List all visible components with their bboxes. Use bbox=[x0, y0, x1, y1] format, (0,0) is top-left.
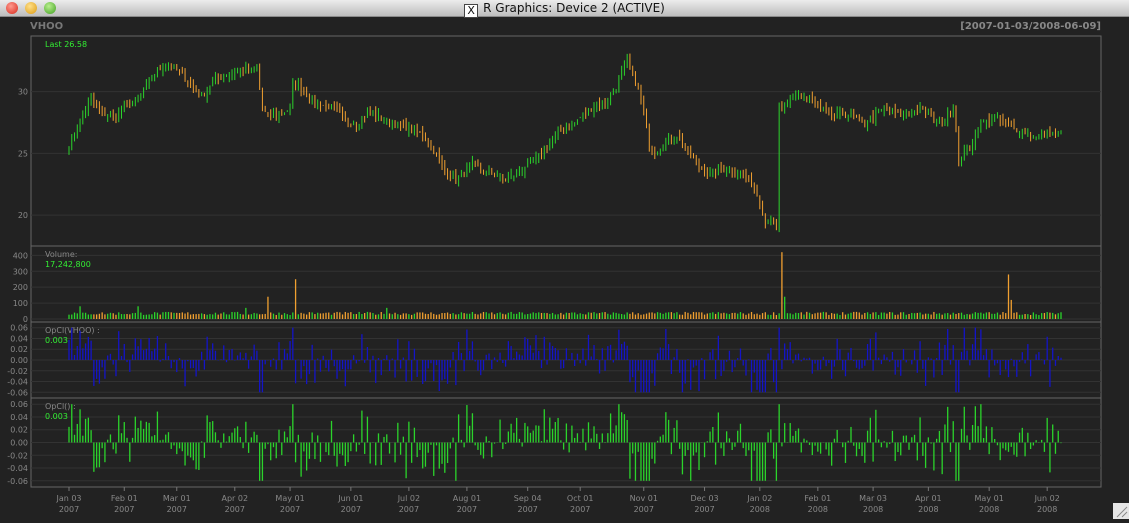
x-tick-year: 2007 bbox=[225, 505, 245, 514]
window-title: X R Graphics: Device 2 (ACTIVE) bbox=[0, 0, 1129, 18]
y-tick-label: 0.04 bbox=[10, 334, 28, 343]
x-tick-year: 2008 bbox=[979, 505, 999, 514]
x-tick-label: Oct 01 bbox=[567, 494, 594, 503]
window-titlebar: X R Graphics: Device 2 (ACTIVE) bbox=[0, 0, 1129, 18]
y-tick-label: 100 bbox=[13, 299, 28, 308]
x-tick-label: Jan 03 bbox=[55, 494, 81, 503]
y-tick-label: 0.06 bbox=[10, 400, 28, 409]
panel-value: 0.003 bbox=[45, 336, 68, 345]
x-tick-label: Mar 01 bbox=[163, 494, 191, 503]
quantmod-chart: VHOO [2007-01-03/2008-06-09] 20 25 30 Last … bbox=[7, 21, 1102, 514]
x-tick-label: May 01 bbox=[275, 494, 304, 503]
x-tick-label: Jan 02 bbox=[746, 494, 772, 503]
x-tick-year: 2008 bbox=[918, 505, 938, 514]
y-tick-label: -0.04 bbox=[7, 464, 28, 473]
x-tick-label: Feb 01 bbox=[804, 494, 831, 503]
panel-label: Last 26.58 bbox=[45, 40, 87, 49]
chart-date-range: [2007-01-03/2008-06-09] bbox=[960, 21, 1101, 32]
panel-value: 17,242,800 bbox=[45, 260, 91, 269]
x-tick-label: Nov 01 bbox=[630, 494, 658, 503]
window-title-text: R Graphics: Device 2 (ACTIVE) bbox=[483, 1, 665, 15]
x-tick-year: 2007 bbox=[570, 505, 590, 514]
panel-value: 0.003 bbox=[45, 412, 68, 421]
panel-opcl: -0.06 -0.04 -0.02 0.00 0.02 0.04 0.06 OpCl() :0… bbox=[7, 397, 1102, 488]
x11-icon: X bbox=[464, 4, 479, 18]
y-tick-label: 0 bbox=[23, 315, 28, 324]
x-tick-year: 2007 bbox=[457, 505, 477, 514]
x-tick-year: 2007 bbox=[114, 505, 134, 514]
x-tick-label: Dec 03 bbox=[690, 494, 718, 503]
y-tick-label: 400 bbox=[13, 251, 28, 260]
x-tick-label: Jun 02 bbox=[1034, 494, 1060, 503]
x-tick-year: 2008 bbox=[750, 505, 770, 514]
y-tick-label: 0.02 bbox=[10, 426, 28, 435]
x-tick-label: Sep 04 bbox=[514, 494, 542, 503]
y-tick-label: 30 bbox=[18, 88, 28, 97]
panel-label: OpCl() : bbox=[45, 402, 76, 411]
y-tick-label: 0.02 bbox=[10, 345, 28, 354]
y-tick-label: 25 bbox=[18, 149, 28, 158]
minimize-window-button[interactable] bbox=[25, 2, 37, 14]
zoom-window-button[interactable] bbox=[44, 2, 56, 14]
x-tick-year: 2008 bbox=[1037, 505, 1057, 514]
x-tick-label: Apr 01 bbox=[915, 494, 942, 503]
y-tick-label: 0.06 bbox=[10, 324, 28, 333]
x-tick-year: 2007 bbox=[59, 505, 79, 514]
x-tick-year: 2008 bbox=[808, 505, 828, 514]
panel-volume: 0 100 200 300 400 Volume:17,242,800 bbox=[13, 245, 1102, 324]
x-tick-year: 2007 bbox=[518, 505, 538, 514]
x-tick-label: Mar 03 bbox=[859, 494, 887, 503]
x-tick-label: Jul 02 bbox=[397, 494, 420, 503]
resize-grip-icon bbox=[1116, 506, 1128, 518]
x-tick-year: 2007 bbox=[280, 505, 300, 514]
y-tick-label: 0.00 bbox=[10, 439, 28, 448]
x-tick-label: Apr 02 bbox=[222, 494, 249, 503]
resize-grip[interactable] bbox=[1113, 503, 1129, 519]
x-tick-label: May 01 bbox=[975, 494, 1004, 503]
panel-frame bbox=[30, 245, 1102, 323]
x-tick-year: 2007 bbox=[399, 505, 419, 514]
x-tick-label: Jun 01 bbox=[337, 494, 363, 503]
y-tick-label: 300 bbox=[13, 267, 28, 276]
y-tick-label: 200 bbox=[13, 283, 28, 292]
y-tick-label: 0.04 bbox=[10, 413, 28, 422]
y-tick-label: 0.00 bbox=[10, 356, 28, 365]
y-tick-label: 20 bbox=[18, 211, 28, 220]
x-tick-label: Aug 01 bbox=[453, 494, 481, 503]
y-tick-label: -0.02 bbox=[7, 451, 28, 460]
x-axis: Jan 03 2007 Feb 01 2007 Mar 01 2007 Apr 02 2007… bbox=[55, 487, 1060, 514]
x-tick-year: 2007 bbox=[634, 505, 654, 514]
close-window-button[interactable] bbox=[6, 2, 18, 14]
panel-frame bbox=[30, 35, 1102, 247]
y-tick-label: -0.06 bbox=[7, 388, 28, 397]
y-tick-label: -0.02 bbox=[7, 367, 28, 376]
y-tick-label: -0.04 bbox=[7, 378, 28, 387]
y-tick-label: -0.06 bbox=[7, 477, 28, 486]
x-tick-year: 2007 bbox=[167, 505, 187, 514]
panel-price: 20 25 30 Last 26.58 bbox=[18, 35, 1102, 247]
x-tick-year: 2007 bbox=[341, 505, 361, 514]
x-tick-label: Feb 01 bbox=[111, 494, 138, 503]
panel-label: Volume: bbox=[45, 250, 77, 259]
x-tick-year: 2007 bbox=[694, 505, 714, 514]
x-tick-year: 2008 bbox=[863, 505, 883, 514]
chart-symbol: VHOO bbox=[30, 21, 63, 32]
panel-opcl_vhoo: -0.06-0.04-0.020.000.020.040.06 OpCl(VHOO… bbox=[7, 321, 1102, 399]
